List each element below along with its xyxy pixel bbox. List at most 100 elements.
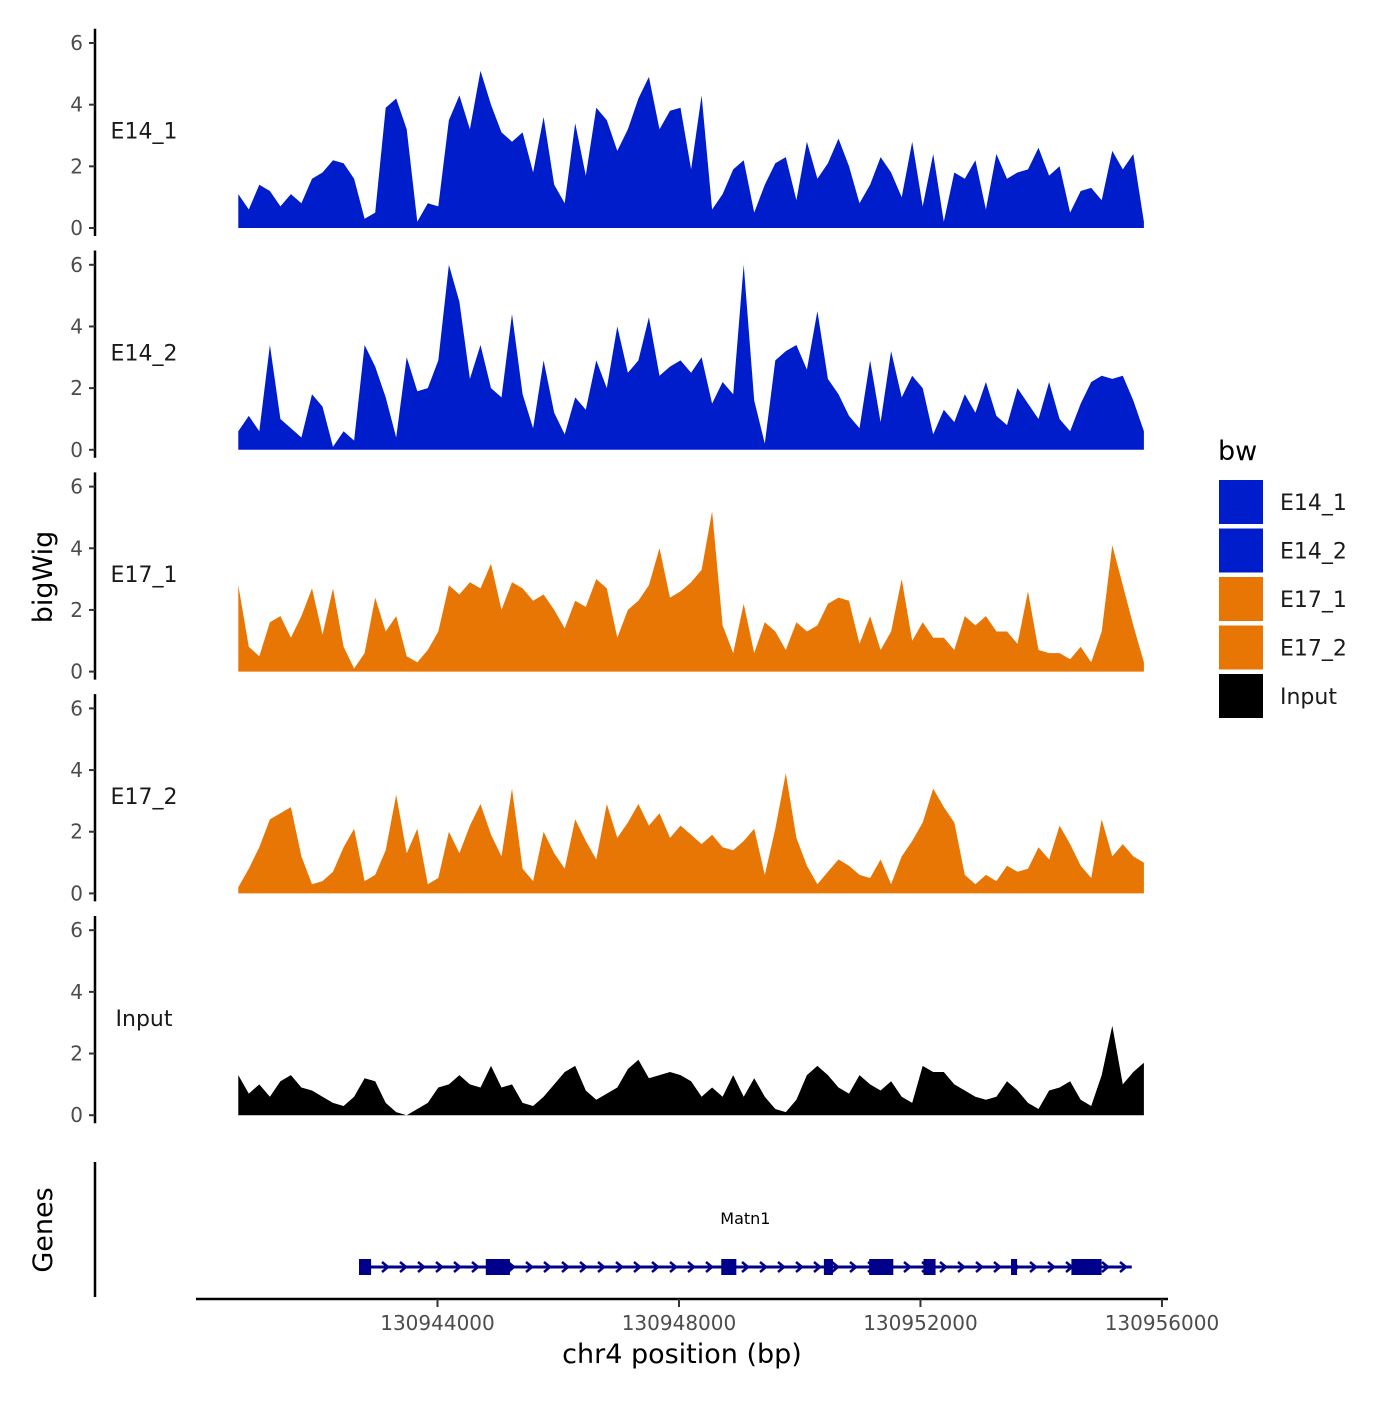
strand-arrow (975, 1261, 984, 1273)
coverage-area (238, 1025, 1144, 1116)
strand-arrow (399, 1261, 408, 1273)
strand-arrow (471, 1261, 480, 1273)
legend-item-e17-2: E17_2 (1219, 625, 1347, 670)
strand-arrow (651, 1261, 660, 1273)
strand-arrow (813, 1261, 822, 1273)
y-tick-label: 4 (70, 980, 83, 1004)
y-tick-label: 6 (70, 475, 83, 499)
coverage-area (238, 773, 1144, 894)
legend-swatch (1219, 625, 1263, 670)
strand-arrow (705, 1261, 714, 1273)
strand-arrow (795, 1261, 804, 1273)
strand-arrow (435, 1261, 444, 1273)
track-e14-2: 0 2 4 6 E14_2 (70, 250, 1144, 462)
exon (823, 1259, 833, 1275)
strand-arrow (777, 1261, 786, 1273)
coverage-area (238, 70, 1144, 228)
track-e14-1: 0 2 4 6 E14_1 (70, 28, 1144, 240)
strand-arrow (669, 1261, 678, 1273)
gene-matn1: Matn1 (359, 1209, 1132, 1275)
strand-arrow (507, 1261, 516, 1273)
x-tick-label: 130956000 (1105, 1311, 1220, 1335)
track-label: E17_2 (111, 785, 178, 810)
y-axis-title: bigWig (28, 531, 59, 624)
legend: bw E14_1 E14_2 E17_1 E17_2 Input (1218, 436, 1347, 718)
strand-arrow (381, 1261, 390, 1273)
y-tick-label: 0 (70, 660, 83, 684)
x-axis-title: chr4 position (bp) (562, 1339, 802, 1370)
y-tick-label: 0 (70, 438, 83, 462)
legend-item-input: Input (1219, 674, 1337, 718)
y-tick-label: 6 (70, 918, 83, 942)
track-label: E14_2 (111, 341, 178, 366)
strand-arrow (849, 1261, 858, 1273)
legend-item-e14-1: E14_1 (1219, 480, 1347, 524)
strand-arrow (597, 1261, 606, 1273)
track-label: E14_1 (111, 120, 178, 145)
legend-label: Input (1280, 685, 1337, 710)
bigwig-tracks: 0 2 4 6 E14_1 0 2 4 6 E14_2 0 2 4 6 E17_1 0 2 4 6 E17_2 0 2 4 6… (70, 28, 1144, 1127)
y-tick-label: 6 (70, 253, 83, 277)
y-tick-label: 2 (70, 154, 83, 178)
legend-swatch (1219, 674, 1263, 718)
strand-arrow (831, 1261, 840, 1273)
strand-arrow (633, 1261, 642, 1273)
legend-label: E14_1 (1280, 491, 1347, 516)
strand-arrow (1047, 1261, 1056, 1273)
y-tick-label: 4 (70, 314, 83, 338)
x-tick-label: 130952000 (863, 1311, 978, 1335)
strand-arrow (453, 1261, 462, 1273)
strand-arrow (615, 1261, 624, 1273)
y-tick-label: 2 (70, 1042, 83, 1066)
strand-arrow (1101, 1261, 1110, 1273)
strand-arrow (525, 1261, 534, 1273)
track-label: Input (116, 1007, 173, 1032)
strand-arrow (903, 1261, 912, 1273)
legend-item-e17-1: E17_1 (1219, 577, 1347, 621)
strand-arrow (1119, 1261, 1128, 1273)
strand-arrow (939, 1261, 948, 1273)
track-e17-1: 0 2 4 6 E17_1 (70, 472, 1144, 684)
strand-arrow (561, 1261, 570, 1273)
strand-arrow (993, 1261, 1002, 1273)
strand-arrow (687, 1261, 696, 1273)
strand-arrow (957, 1261, 966, 1273)
y-tick-label: 6 (70, 696, 83, 720)
coverage-area (238, 511, 1144, 672)
strand-arrow (1029, 1261, 1038, 1273)
y-tick-label: 2 (70, 820, 83, 844)
y-tick-label: 2 (70, 598, 83, 622)
legend-title: bw (1218, 436, 1257, 467)
legend-swatch (1219, 480, 1263, 524)
exon (1011, 1259, 1018, 1275)
strand-arrow (417, 1261, 426, 1273)
track-label: E17_1 (111, 563, 178, 588)
legend-label: E17_2 (1280, 637, 1347, 662)
exon (359, 1259, 372, 1275)
exon (869, 1259, 894, 1275)
legend-item-e14-2: E14_2 (1219, 528, 1347, 573)
exon (721, 1259, 737, 1275)
legend-swatch (1219, 577, 1263, 621)
y-tick-label: 0 (70, 1103, 83, 1127)
x-tick-label: 130948000 (622, 1311, 737, 1335)
gene-track-title: Genes (28, 1187, 59, 1272)
exon (1071, 1259, 1102, 1275)
gene-label: Matn1 (720, 1209, 770, 1228)
coverage-area (238, 264, 1144, 450)
y-tick-label: 4 (70, 93, 83, 117)
strand-arrow (543, 1261, 552, 1273)
y-tick-label: 6 (70, 31, 83, 55)
y-tick-label: 2 (70, 376, 83, 400)
exon (485, 1259, 510, 1275)
y-tick-label: 4 (70, 536, 83, 560)
y-tick-label: 0 (70, 216, 83, 240)
track-input: 0 2 4 6 Input (70, 915, 1144, 1127)
track-e17-2: 0 2 4 6 E17_2 (70, 694, 1144, 905)
strand-arrow (579, 1261, 588, 1273)
exon (923, 1259, 936, 1275)
strand-arrow (759, 1261, 768, 1273)
legend-label: E17_1 (1280, 588, 1347, 613)
